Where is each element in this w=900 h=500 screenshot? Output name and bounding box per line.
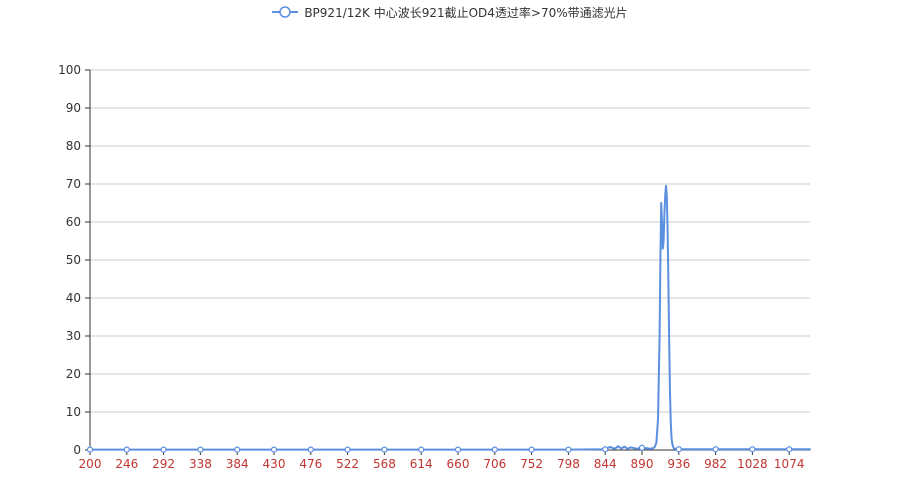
legend-marker	[279, 6, 292, 18]
x-tick-label: 1028	[737, 457, 768, 471]
data-point	[565, 446, 572, 453]
x-tick-label: 246	[115, 457, 138, 471]
axes	[85, 69, 810, 455]
x-tick-label: 614	[410, 457, 433, 471]
data-point	[86, 446, 94, 453]
y-tick-label: 60	[66, 215, 81, 229]
x-tick-label: 338	[189, 457, 212, 471]
data-point	[160, 446, 167, 453]
y-tick-label: 0	[73, 443, 81, 457]
grid-lines	[90, 69, 810, 413]
y-tick-label: 40	[66, 291, 81, 305]
data-point	[381, 446, 388, 453]
y-tick-label: 70	[66, 177, 81, 191]
data-point	[786, 446, 793, 453]
data-point	[491, 446, 498, 453]
data-point	[454, 446, 462, 453]
x-tick-label: 752	[520, 457, 543, 471]
data-point	[197, 446, 204, 453]
x-tick-label: 476	[299, 457, 322, 471]
x-tick-label: 890	[631, 457, 654, 471]
x-tick-label: 568	[373, 457, 396, 471]
legend-label: BP921/12K 中心波长921截止OD4透过率>70%带通滤光片	[304, 5, 628, 20]
y-tick-label: 100	[58, 63, 81, 77]
y-tick-label: 50	[66, 253, 81, 267]
data-point	[234, 446, 241, 453]
x-tick-label: 292	[152, 457, 175, 471]
x-tick-label: 982	[704, 457, 727, 471]
y-tick-label: 20	[66, 367, 81, 381]
data-point	[712, 446, 719, 453]
x-tick-label: 384	[226, 457, 249, 471]
y-tick-label: 80	[66, 139, 81, 153]
x-tick-label: 522	[336, 457, 359, 471]
y-tick-label: 30	[66, 329, 81, 343]
data-point	[418, 446, 425, 453]
legend[interactable]: BP921/12K 中心波长921截止OD4透过率>70%带通滤光片	[0, 2, 900, 22]
data-point	[123, 446, 130, 453]
x-tick-label: 660	[447, 457, 470, 471]
data-point	[307, 446, 314, 453]
data-point	[638, 444, 646, 451]
x-tick-label: 430	[263, 457, 286, 471]
x-tick-label: 936	[667, 457, 690, 471]
x-tick-label: 1074	[774, 457, 805, 471]
series-line	[89, 184, 811, 451]
data-point	[675, 446, 682, 453]
circle-line-icon	[272, 6, 299, 18]
x-tick-label: 844	[594, 457, 617, 471]
x-tick-label: 706	[483, 457, 506, 471]
x-tick-label: 200	[79, 457, 102, 471]
series-layer	[86, 184, 811, 453]
data-point	[528, 446, 535, 453]
data-point	[270, 446, 278, 453]
x-tick-label: 798	[557, 457, 580, 471]
data-point	[344, 446, 351, 453]
data-point	[749, 446, 756, 453]
y-tick-label: 10	[66, 405, 81, 419]
y-tick-label: 90	[66, 101, 81, 115]
tick-labels: 0 10 20 30 40 50 60 70 80 90 100 200 246 292 338 384 430…	[58, 63, 804, 471]
data-point	[602, 446, 609, 453]
